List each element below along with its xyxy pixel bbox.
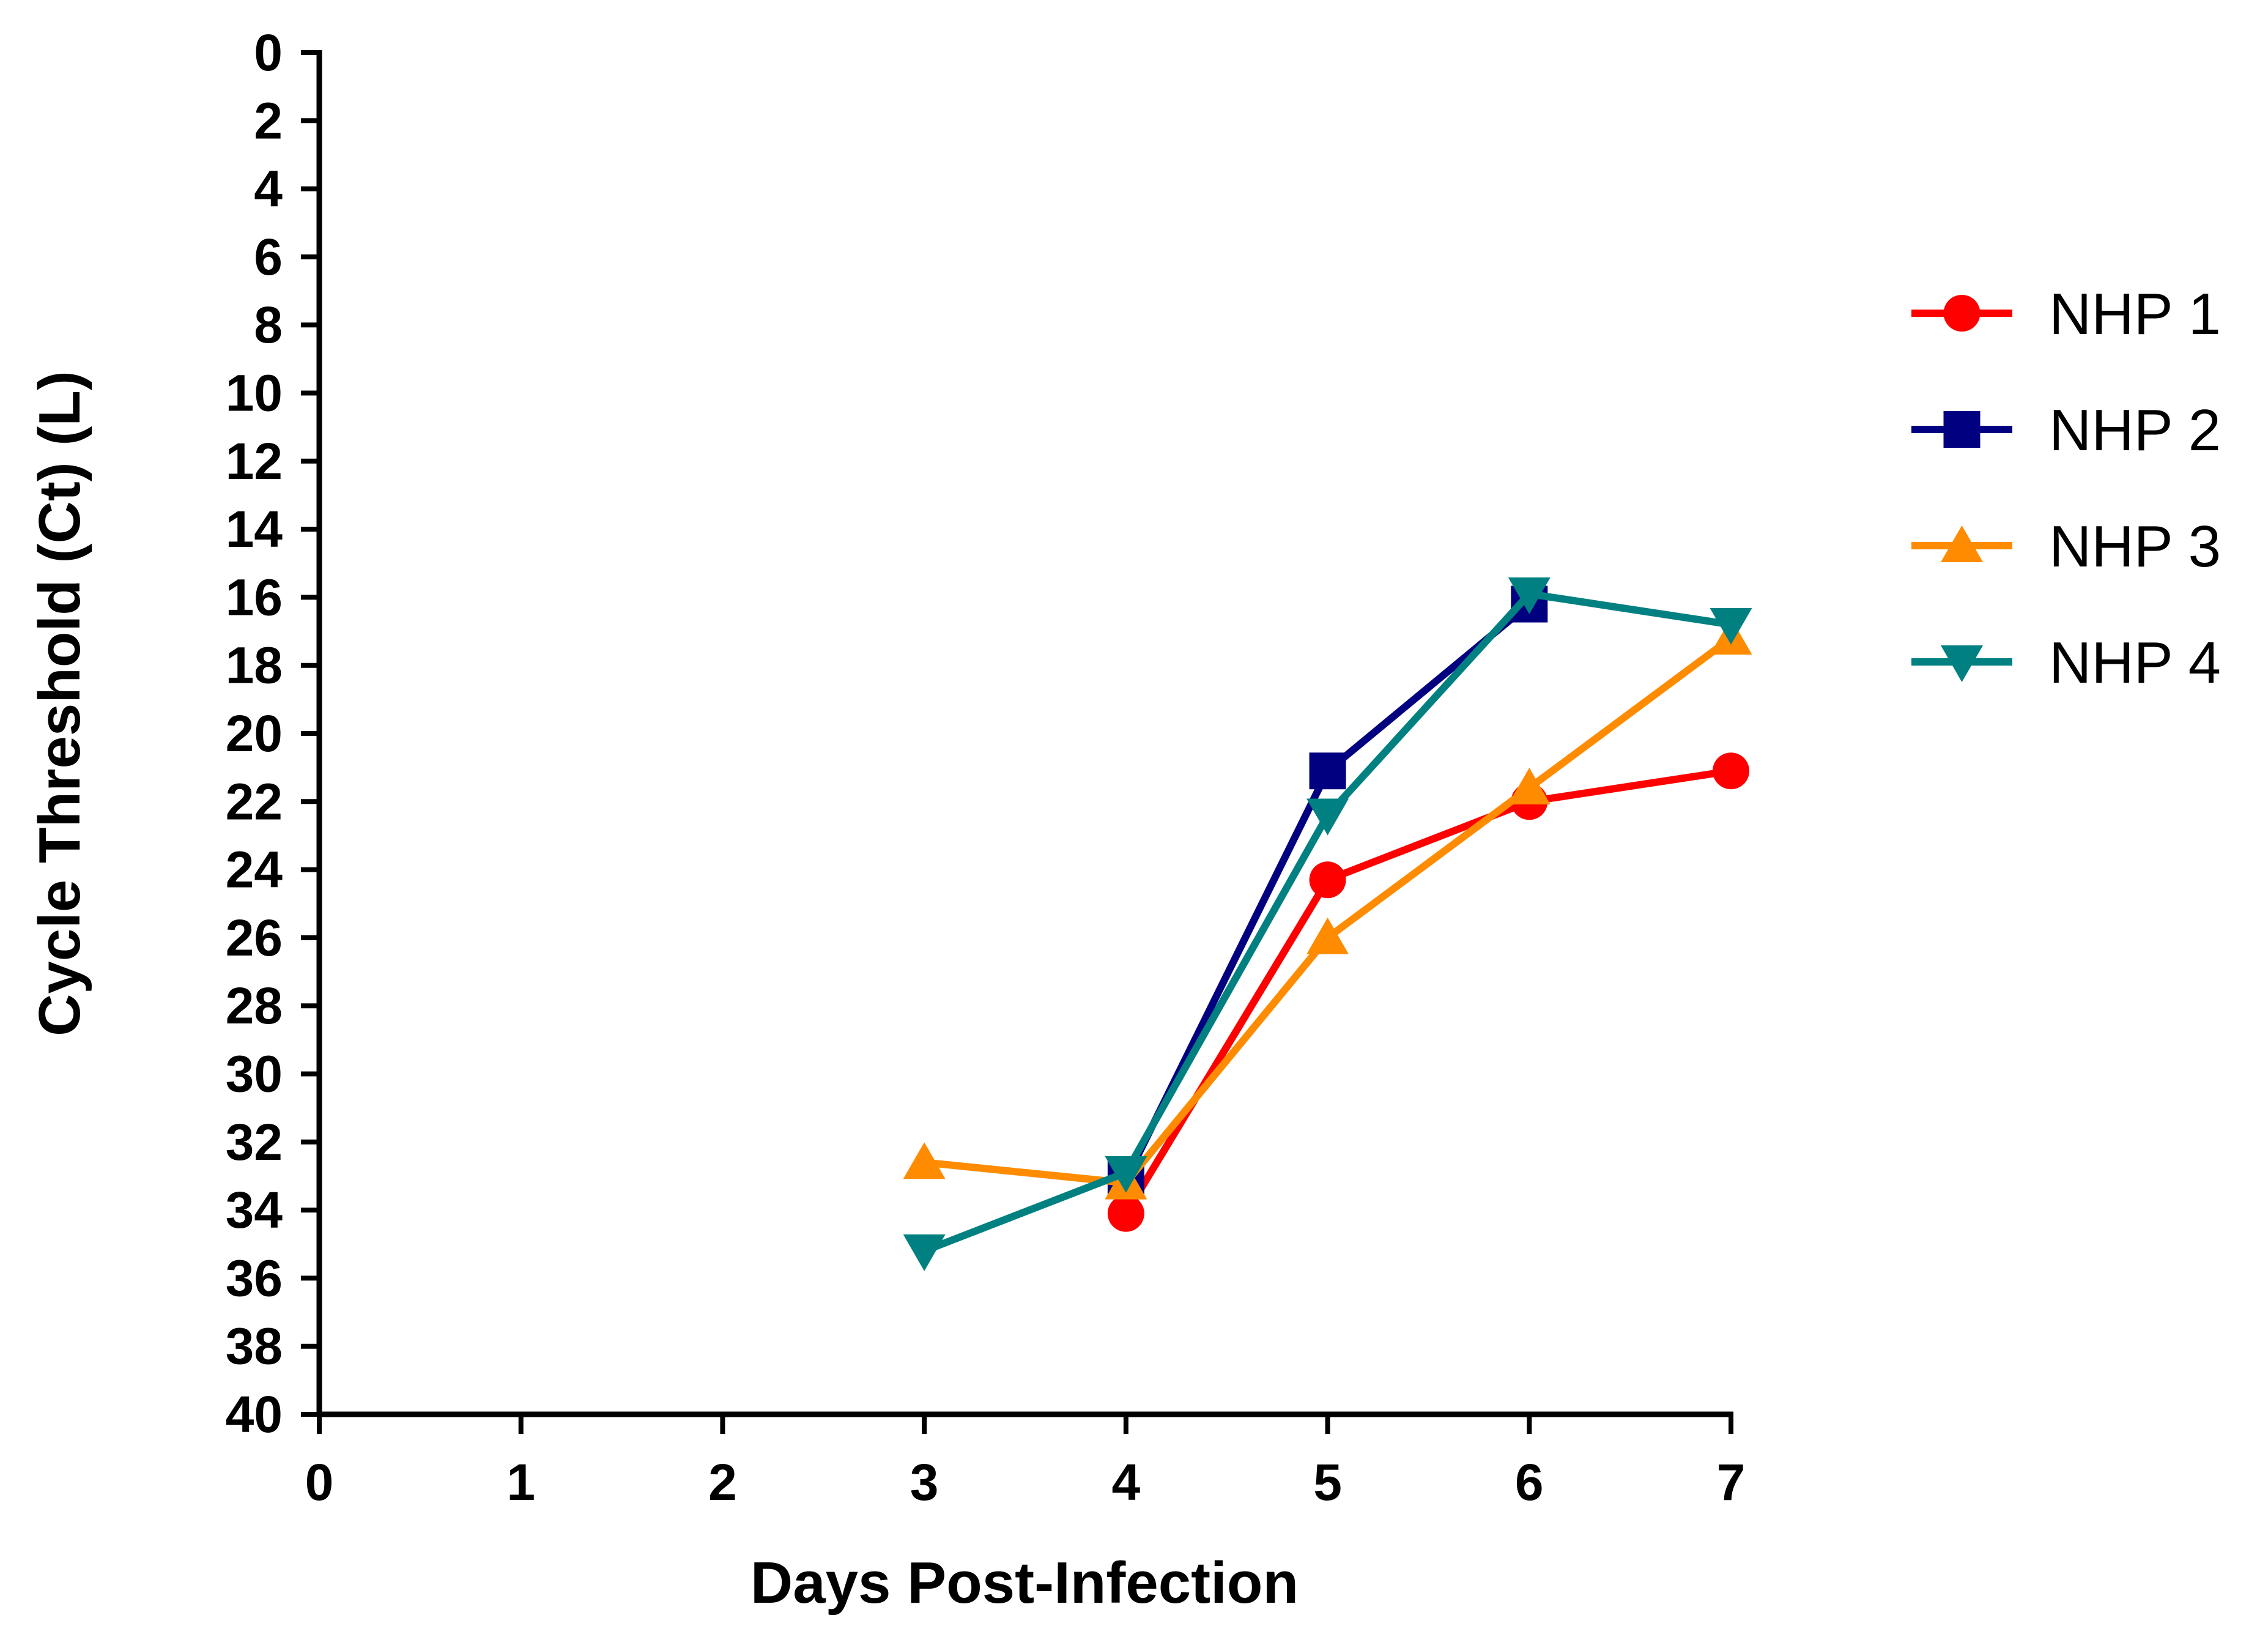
y-tick-label: 8 <box>254 296 283 354</box>
y-tick-label: 12 <box>226 432 283 490</box>
y-tick-label: 14 <box>226 500 283 558</box>
x-tick-label: 5 <box>1313 1453 1342 1511</box>
data-point <box>1713 752 1749 790</box>
legend-item: NHP 2 <box>1911 398 2221 463</box>
series-layer <box>903 577 1752 1271</box>
y-tick-label: 30 <box>226 1045 283 1103</box>
y-tick-label: 26 <box>226 909 283 967</box>
data-point <box>1306 917 1349 954</box>
legend: NHP 1 NHP 2 NHP 3 NHP 4 <box>1911 281 2221 696</box>
y-axis-title: Cycle Threshold (Ct) (L) <box>27 371 92 1036</box>
y-tick-label: 34 <box>226 1181 283 1239</box>
y-tick-label: 16 <box>226 568 283 626</box>
legend-label: NHP 4 <box>2049 630 2221 696</box>
data-point <box>903 1234 946 1271</box>
data-point <box>1306 798 1349 836</box>
y-tick-label: 36 <box>226 1249 283 1307</box>
y-tick-label: 0 <box>254 24 283 81</box>
legend-marker <box>1943 411 1981 448</box>
data-point <box>1508 577 1551 614</box>
y-tick-label: 18 <box>226 637 283 694</box>
series-line <box>924 635 1733 1187</box>
y-tick-label: 2 <box>254 92 283 149</box>
x-tick-label: 3 <box>910 1453 939 1511</box>
x-tick-label: 4 <box>1111 1453 1140 1511</box>
data-point <box>1105 1156 1147 1193</box>
y-tick-label: 10 <box>226 365 283 422</box>
legend-marker <box>1943 295 1981 332</box>
y-tick-label: 22 <box>226 773 283 830</box>
data-point <box>1309 861 1346 899</box>
legend-item: NHP 1 <box>1911 281 2221 347</box>
x-tick-label: 2 <box>708 1453 737 1511</box>
legend-label: NHP 2 <box>2049 398 2221 463</box>
legend-item: NHP 4 <box>1911 630 2221 696</box>
y-tick-label: 28 <box>226 977 283 1034</box>
data-point <box>903 1142 946 1179</box>
x-tick-label: 7 <box>1717 1453 1746 1511</box>
legend-item: NHP 3 <box>1911 514 2221 579</box>
legend-label: NHP 3 <box>2049 514 2221 579</box>
data-point <box>1107 1195 1144 1232</box>
x-axis-title: Days Post-Infection <box>750 1550 1299 1616</box>
data-point <box>1710 607 1752 645</box>
legend-marker <box>1941 525 1983 562</box>
data-point <box>1309 752 1346 790</box>
y-tick-label: 32 <box>226 1113 283 1171</box>
y-tick-label: 24 <box>226 841 283 899</box>
series-nhp-1 <box>1107 752 1749 1232</box>
series-line <box>1122 767 1732 1216</box>
legend-label: NHP 1 <box>2049 281 2221 347</box>
data-point <box>1508 768 1551 805</box>
series-nhp-3 <box>903 618 1752 1200</box>
y-tick-label: 4 <box>254 160 283 218</box>
y-tick-label: 6 <box>254 228 283 286</box>
x-tick-label: 0 <box>305 1453 334 1511</box>
y-tick-label: 20 <box>226 705 283 762</box>
x-tick-label: 1 <box>506 1453 535 1511</box>
x-tick-label: 6 <box>1515 1453 1544 1511</box>
series-nhp-4 <box>903 577 1752 1271</box>
y-tick-label: 40 <box>226 1386 283 1443</box>
legend-marker <box>1941 645 1983 682</box>
x-ticks: 0 1 2 3 4 5 6 7 <box>305 1414 1746 1511</box>
y-tick-label: 38 <box>226 1318 283 1375</box>
